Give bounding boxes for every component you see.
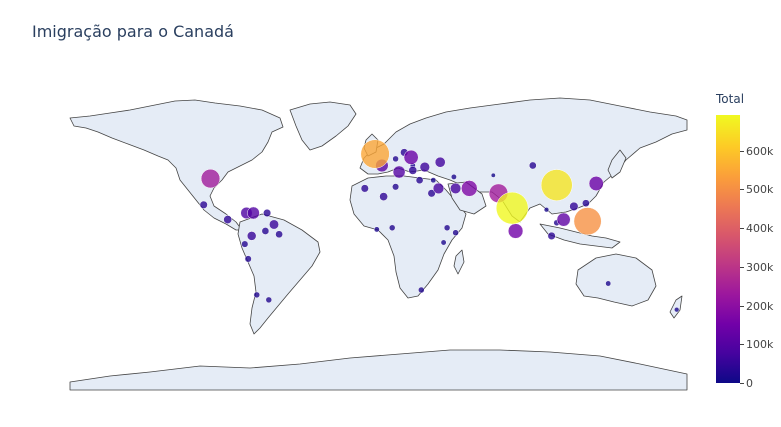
country-bubble[interactable]: [528, 161, 537, 170]
chart-title: Imigração para o Canadá: [32, 22, 234, 41]
country-bubble[interactable]: [443, 224, 451, 232]
country-bubble[interactable]: [432, 182, 445, 195]
colorbar-tick-label: 500k: [739, 183, 774, 197]
country-bubble[interactable]: [495, 191, 529, 225]
country-bubble[interactable]: [199, 200, 208, 209]
colorbar-tick-label: 100k: [739, 338, 774, 352]
country-bubble[interactable]: [200, 168, 221, 189]
country-bubble[interactable]: [392, 165, 406, 179]
colorbar-tick-label: 400k: [739, 222, 774, 236]
country-bubble[interactable]: [388, 224, 396, 232]
country-bubble[interactable]: [419, 161, 430, 173]
country-bubble[interactable]: [547, 231, 556, 240]
country-bubble[interactable]: [265, 296, 273, 304]
country-bubble[interactable]: [418, 286, 425, 294]
country-bubble[interactable]: [582, 199, 590, 208]
country-bubble[interactable]: [427, 189, 436, 198]
australia-landmass: [575, 253, 657, 307]
country-bubble[interactable]: [450, 173, 457, 180]
country-bubble[interactable]: [674, 307, 680, 313]
country-bubble[interactable]: [360, 139, 390, 169]
country-bubble[interactable]: [373, 226, 380, 233]
country-bubble[interactable]: [461, 180, 478, 197]
country-bubble[interactable]: [450, 182, 462, 194]
country-bubble[interactable]: [434, 156, 446, 168]
japan-landmass: [607, 149, 627, 179]
country-bubble[interactable]: [440, 239, 447, 246]
country-bubble[interactable]: [540, 169, 573, 201]
colorbar-tick-label: 200k: [739, 299, 774, 313]
country-bubble[interactable]: [241, 240, 249, 248]
bubble-layer: [199, 139, 680, 313]
country-bubble[interactable]: [246, 231, 257, 241]
country-bubble[interactable]: [490, 172, 496, 178]
country-bubble[interactable]: [263, 208, 272, 218]
antarctica-landmass: [69, 349, 688, 391]
country-bubble[interactable]: [569, 201, 579, 211]
country-bubble[interactable]: [247, 206, 260, 220]
country-bubble[interactable]: [556, 212, 571, 227]
greenland-landmass: [289, 101, 357, 151]
land-layer: [69, 97, 688, 391]
madagascar-landmass: [453, 249, 465, 275]
country-bubble[interactable]: [275, 230, 283, 239]
country-bubble[interactable]: [261, 227, 270, 235]
country-bubble[interactable]: [223, 215, 233, 224]
colorbar-tick-label: 600k: [739, 144, 774, 158]
south-america-landmass: [237, 213, 321, 335]
country-bubble[interactable]: [360, 184, 369, 193]
new-zealand-landmass: [669, 295, 683, 319]
country-bubble[interactable]: [392, 155, 399, 163]
colorbar-title: Total: [716, 92, 745, 106]
country-bubble[interactable]: [392, 183, 400, 191]
country-bubble[interactable]: [430, 177, 437, 184]
country-bubble[interactable]: [403, 149, 419, 165]
country-bubble[interactable]: [253, 291, 261, 299]
country-bubble[interactable]: [269, 219, 279, 230]
country-bubble[interactable]: [543, 207, 550, 213]
colorbar-tick-label: 300k: [739, 260, 774, 274]
eurasia-landmass: [359, 97, 688, 223]
country-bubble[interactable]: [452, 229, 459, 236]
colorbar: [716, 115, 740, 383]
country-bubble[interactable]: [588, 176, 604, 191]
country-bubble[interactable]: [244, 255, 252, 263]
country-bubble[interactable]: [415, 176, 424, 185]
north-america-landmass: [69, 99, 284, 231]
country-bubble[interactable]: [379, 192, 388, 201]
colorbar-tick-label: 0: [740, 377, 753, 390]
country-bubble[interactable]: [573, 207, 602, 236]
indonesia-landmass: [539, 223, 621, 249]
country-bubble[interactable]: [605, 280, 612, 287]
country-bubble[interactable]: [507, 223, 524, 239]
country-bubble[interactable]: [408, 166, 418, 175]
